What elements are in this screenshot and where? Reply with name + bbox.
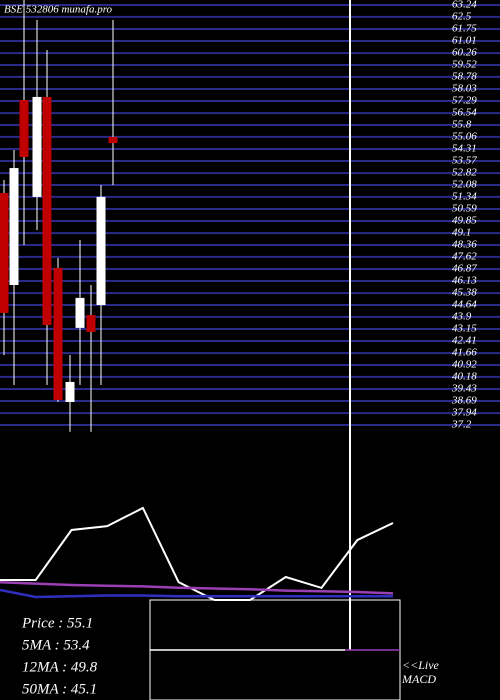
y-tick-label: 45.38 bbox=[452, 287, 477, 299]
candle-body bbox=[96, 196, 106, 305]
live-label: <<Live bbox=[402, 658, 440, 672]
y-tick-label: 37.94 bbox=[451, 407, 477, 419]
stat-text: 12MA : 49.8 bbox=[22, 659, 98, 675]
y-tick-label: 52.08 bbox=[452, 179, 477, 191]
y-tick-label: 44.64 bbox=[452, 299, 477, 311]
candle-body bbox=[42, 96, 52, 325]
indicator-line bbox=[0, 588, 393, 599]
y-tick-label: 37.2 bbox=[451, 419, 472, 431]
y-tick-label: 61.75 bbox=[452, 23, 477, 35]
y-tick-label: 55.8 bbox=[452, 119, 472, 131]
y-tick-label: 55.06 bbox=[452, 130, 477, 142]
y-tick-label: 57.29 bbox=[452, 94, 477, 106]
y-tick-label: 46.13 bbox=[452, 274, 477, 286]
candle-body bbox=[9, 168, 19, 285]
candle-body bbox=[53, 267, 63, 400]
candles bbox=[0, 0, 118, 432]
stats: Price : 55.1 5MA : 53.4 12MA : 49.8 50MA : … bbox=[21, 615, 98, 697]
candle-body bbox=[75, 297, 85, 328]
y-tick-label: 51.34 bbox=[452, 190, 477, 202]
y-tick-label: 63.24 bbox=[452, 0, 477, 11]
y-tick-label: 59.52 bbox=[452, 59, 477, 71]
candle-body bbox=[108, 136, 118, 144]
y-tick-label: 54.31 bbox=[452, 143, 477, 155]
y-tick-label: 41.66 bbox=[452, 347, 477, 359]
grid: 37.237.9438.6939.4340.1840.9241.6642.414… bbox=[0, 0, 500, 431]
candle-body bbox=[19, 100, 29, 157]
y-tick-label: 40.92 bbox=[452, 359, 477, 371]
candle-body bbox=[86, 315, 96, 332]
y-tick-label: 62.5 bbox=[452, 10, 472, 22]
stat-text: 50MA : 45.1 bbox=[22, 681, 97, 697]
y-tick-label: 60.26 bbox=[452, 47, 477, 59]
y-tick-label: 48.36 bbox=[452, 239, 477, 251]
candle-body bbox=[65, 381, 75, 402]
y-tick-label: 42.41 bbox=[452, 334, 477, 346]
y-tick-label: 52.82 bbox=[452, 167, 477, 179]
y-tick-label: 58.78 bbox=[452, 70, 477, 82]
y-tick-label: 50.59 bbox=[452, 203, 477, 215]
y-tick-label: 56.54 bbox=[452, 107, 477, 119]
candle-body bbox=[32, 96, 42, 197]
y-tick-label: 40.18 bbox=[452, 370, 477, 382]
candle-body bbox=[0, 193, 9, 313]
y-tick-label: 46.87 bbox=[452, 263, 477, 275]
y-tick-label: 49.1 bbox=[452, 227, 471, 239]
y-tick-label: 58.03 bbox=[452, 83, 477, 95]
y-tick-label: 43.15 bbox=[452, 323, 477, 335]
indicator bbox=[0, 506, 394, 601]
indicator-label: MACD bbox=[401, 672, 436, 686]
y-tick-label: 53.57 bbox=[452, 154, 477, 166]
chart-title: BSE 532806 munafa.pro bbox=[4, 4, 113, 16]
stat-text: 5MA : 53.4 bbox=[22, 637, 90, 653]
indicator-line bbox=[0, 580, 394, 595]
y-tick-label: 49.85 bbox=[452, 214, 477, 226]
stat-text: Price : 55.1 bbox=[21, 615, 93, 631]
y-tick-label: 43.9 bbox=[452, 310, 472, 322]
indicator-line bbox=[0, 506, 394, 601]
y-tick-label: 39.43 bbox=[451, 383, 477, 395]
y-tick-label: 47.62 bbox=[452, 250, 477, 262]
y-tick-label: 38.69 bbox=[451, 394, 477, 406]
y-tick-label: 61.01 bbox=[452, 34, 477, 46]
